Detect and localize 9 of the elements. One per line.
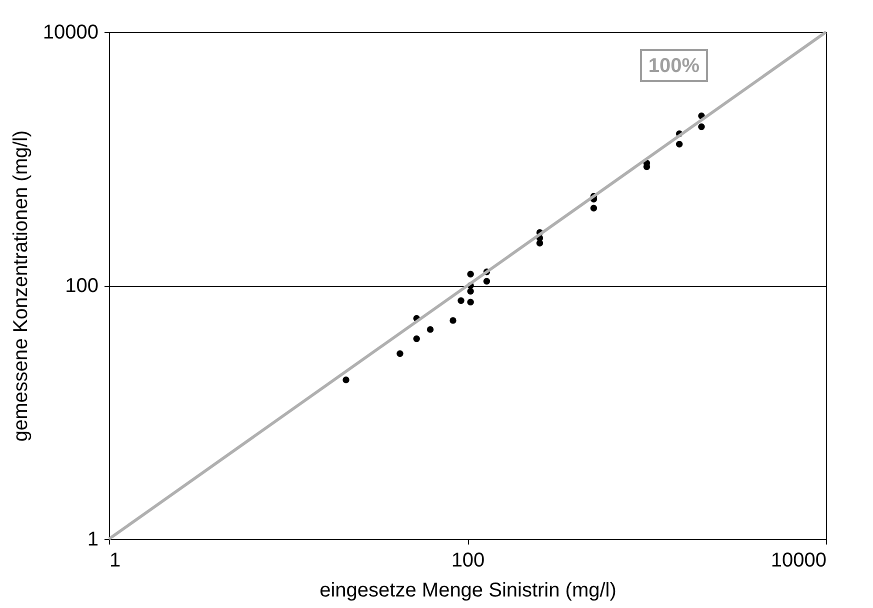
y-tick-label: 10000	[42, 22, 98, 44]
x-axis-title: eingesetze Menge Sinistrin (mg/l)	[320, 580, 616, 602]
y-tick-label: 1	[87, 528, 98, 550]
x-tick-label: 10000	[770, 550, 826, 572]
x-tick-label: 100	[451, 550, 485, 572]
x-tick-label: 1	[110, 550, 121, 572]
y-axis-title: gemessene Konzentrationen (mg/l)	[10, 130, 32, 442]
y-tick-label: 100	[65, 275, 98, 297]
annotation: 100%	[648, 55, 700, 77]
